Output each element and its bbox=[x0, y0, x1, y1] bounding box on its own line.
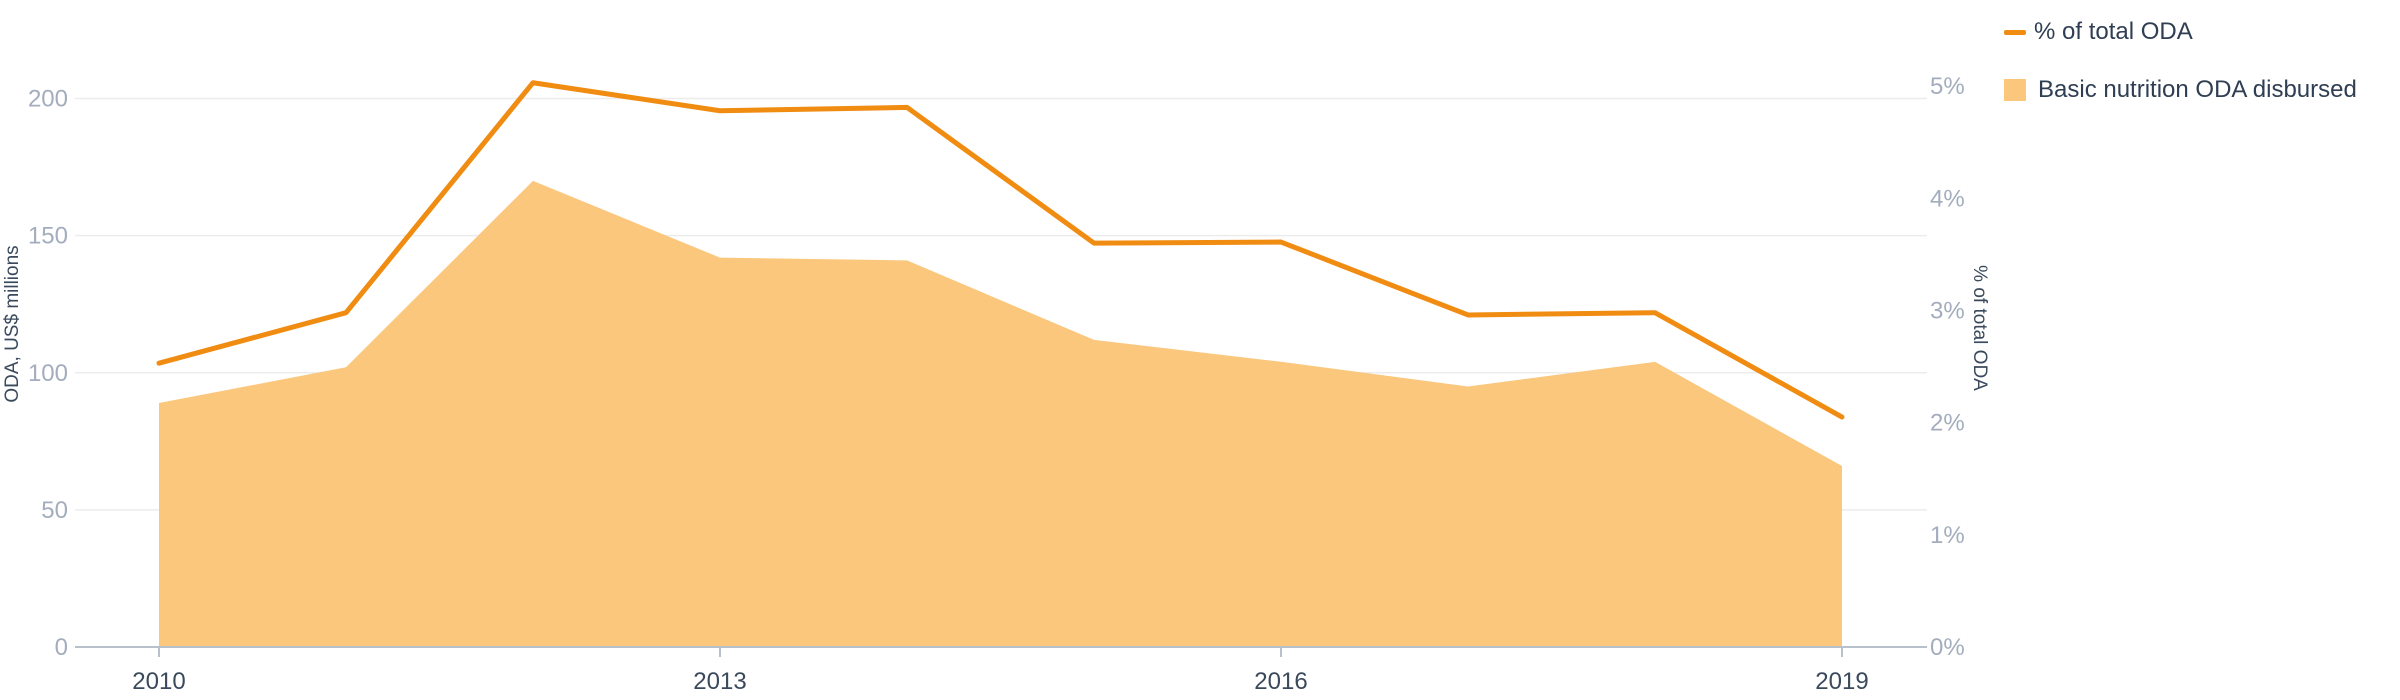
left-axis-ticks: 0 50 100 150 200 bbox=[28, 86, 68, 661]
x-tick-label: 2019 bbox=[1815, 668, 1868, 695]
y-left-tick-label: 100 bbox=[28, 360, 68, 387]
legend: % of total ODA Basic nutrition ODA disbu… bbox=[2004, 14, 2357, 130]
y-right-tick-label: 4% bbox=[1930, 185, 1965, 212]
x-tick-label: 2010 bbox=[132, 668, 185, 695]
y-left-tick-label: 200 bbox=[28, 86, 68, 113]
legend-area-swatch bbox=[2004, 79, 2026, 101]
line-series-pct-total-oda bbox=[156, 80, 1845, 420]
x-tick-label: 2013 bbox=[693, 668, 746, 695]
y-right-tick-label: 2% bbox=[1930, 410, 1965, 437]
y-right-tick-label: 5% bbox=[1930, 73, 1965, 100]
legend-item-area[interactable]: Basic nutrition ODA disbursed bbox=[2004, 72, 2357, 108]
y-right-tick-label: 1% bbox=[1930, 522, 1965, 549]
legend-label-area: Basic nutrition ODA disbursed bbox=[2038, 76, 2357, 103]
legend-line-swatch bbox=[2004, 29, 2026, 35]
right-axis-title: % of total ODA bbox=[1969, 265, 1990, 391]
line-series-layer bbox=[156, 80, 1845, 420]
y-right-tick-label: 0% bbox=[1930, 634, 1965, 661]
right-axis-ticks: 0% 1% 2% 3% 4% 5% bbox=[1930, 73, 1965, 661]
legend-item-line[interactable]: % of total ODA bbox=[2004, 14, 2357, 50]
left-axis-title: ODA, US$ millions bbox=[2, 245, 23, 402]
y-left-tick-label: 150 bbox=[28, 223, 68, 250]
y-left-tick-label: 50 bbox=[41, 497, 68, 524]
y-left-tick-label: 0 bbox=[55, 634, 68, 661]
y-right-tick-label: 3% bbox=[1930, 297, 1965, 324]
x-tick-label: 2016 bbox=[1254, 668, 1307, 695]
area-series-basic-nutrition bbox=[159, 180, 1842, 648]
legend-label-line: % of total ODA bbox=[2034, 18, 2193, 45]
x-axis-ticks: 2010 2013 2016 2019 bbox=[132, 647, 1869, 695]
area-series-layer bbox=[159, 180, 1842, 648]
